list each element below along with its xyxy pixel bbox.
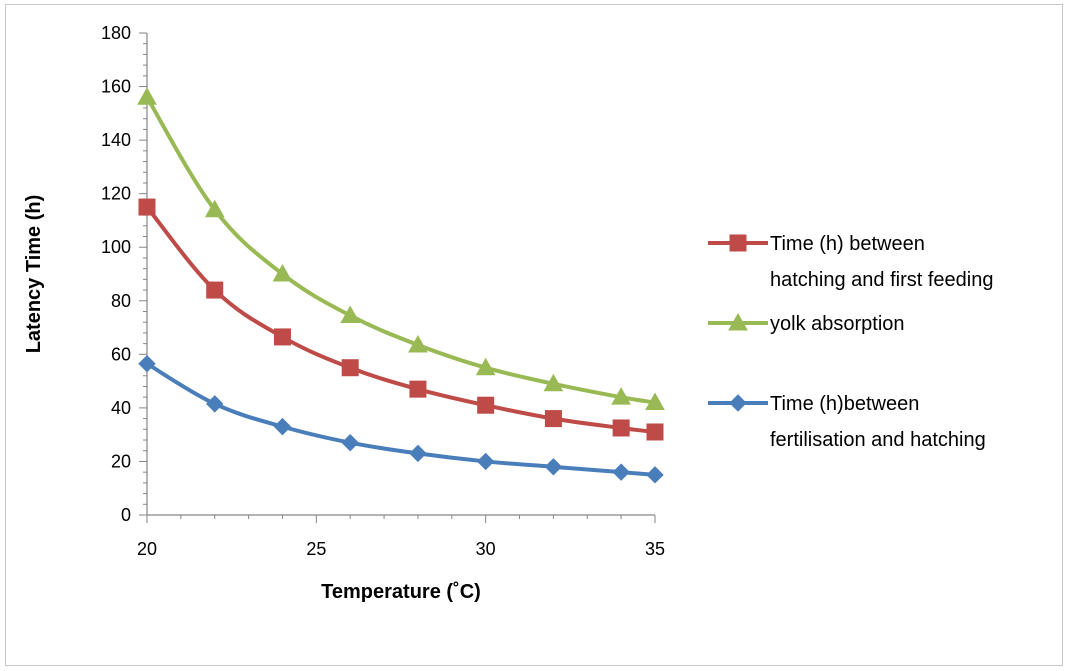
- legend-label-yolk: yolk absorption: [770, 313, 905, 335]
- data-point-hatching: [646, 466, 664, 484]
- series-group: [137, 87, 665, 484]
- legend: Time (h) between hatching and first feedi…: [708, 233, 994, 451]
- legend-item-feeding: Time (h) between hatching and first feedi…: [708, 233, 994, 291]
- series-line-feeding: [145, 205, 657, 434]
- data-point-hatching: [206, 395, 224, 413]
- data-point-feeding: [544, 410, 562, 428]
- y-tick-label: 180: [101, 23, 131, 43]
- data-point-yolk: [645, 392, 665, 411]
- legend-label-hatching: Time (h)between: [770, 393, 919, 415]
- y-tick-label: 140: [101, 130, 131, 150]
- data-point-feeding: [646, 423, 664, 441]
- y-tick-label: 40: [111, 398, 131, 418]
- legend-label-hatching: fertilisation and hatching: [770, 429, 986, 451]
- data-point-hatching: [409, 444, 427, 463]
- data-point-feeding: [138, 198, 156, 216]
- data-point-hatching: [612, 463, 630, 481]
- series-line-yolk: [145, 95, 657, 405]
- data-point-yolk: [137, 87, 157, 105]
- series-yolk: [137, 87, 665, 411]
- data-point-yolk: [204, 199, 225, 218]
- legend-item-yolk: yolk absorption: [708, 312, 905, 335]
- y-axis-title: Latency Time (h): [23, 195, 45, 354]
- x-ticks: 20 25 30 35: [137, 515, 665, 559]
- y-tick-label: 20: [111, 451, 131, 471]
- legend-marker-feeding: [729, 234, 747, 252]
- data-point-yolk: [543, 373, 564, 392]
- data-point-feeding: [409, 380, 427, 398]
- data-point-hatching: [138, 354, 156, 373]
- y-ticks: 0 20 40 60 80 100 120 140 160 180: [101, 23, 147, 525]
- legend-label-feeding: hatching and first feeding: [770, 269, 994, 291]
- data-point-hatching: [273, 417, 292, 436]
- axes: 0 20 40 60 80 100 120 140 160 180 20 25 30 35: [101, 23, 665, 559]
- x-axis-title: Temperature (˚C): [321, 580, 481, 603]
- data-point-hatching: [544, 458, 563, 476]
- data-point-feeding: [612, 419, 630, 437]
- data-point-hatching: [341, 433, 359, 452]
- x-tick-label: 30: [476, 539, 496, 559]
- y-tick-label: 120: [101, 184, 131, 204]
- legend-marker-yolk: [728, 312, 748, 331]
- data-point-feeding: [477, 396, 495, 414]
- data-point-yolk: [475, 357, 496, 376]
- legend-item-hatching: Time (h)between fertilisation and hatchin…: [708, 393, 986, 451]
- series-feeding: [138, 198, 664, 441]
- chart-frame: [5, 4, 1063, 666]
- data-point-feeding: [206, 281, 224, 299]
- data-point-yolk: [611, 387, 631, 405]
- data-point-hatching: [476, 452, 495, 471]
- data-point-yolk: [272, 263, 293, 282]
- series-hatching: [138, 354, 664, 484]
- x-tick-label: 20: [137, 539, 157, 559]
- x-tick-label: 35: [645, 539, 665, 559]
- y-tick-label: 160: [101, 77, 131, 97]
- data-point-feeding: [273, 328, 291, 346]
- legend-marker-hatching: [729, 394, 747, 412]
- y-tick-label: 60: [111, 344, 131, 364]
- legend-label-feeding: Time (h) between: [770, 233, 925, 255]
- data-point-yolk: [408, 334, 428, 353]
- x-tick-label: 25: [306, 539, 326, 559]
- series-line-hatching: [145, 361, 657, 477]
- data-point-yolk: [340, 305, 361, 324]
- data-point-feeding: [341, 359, 359, 377]
- y-tick-label: 80: [111, 291, 131, 311]
- y-tick-label: 100: [101, 237, 131, 257]
- y-tick-label: 0: [121, 505, 131, 525]
